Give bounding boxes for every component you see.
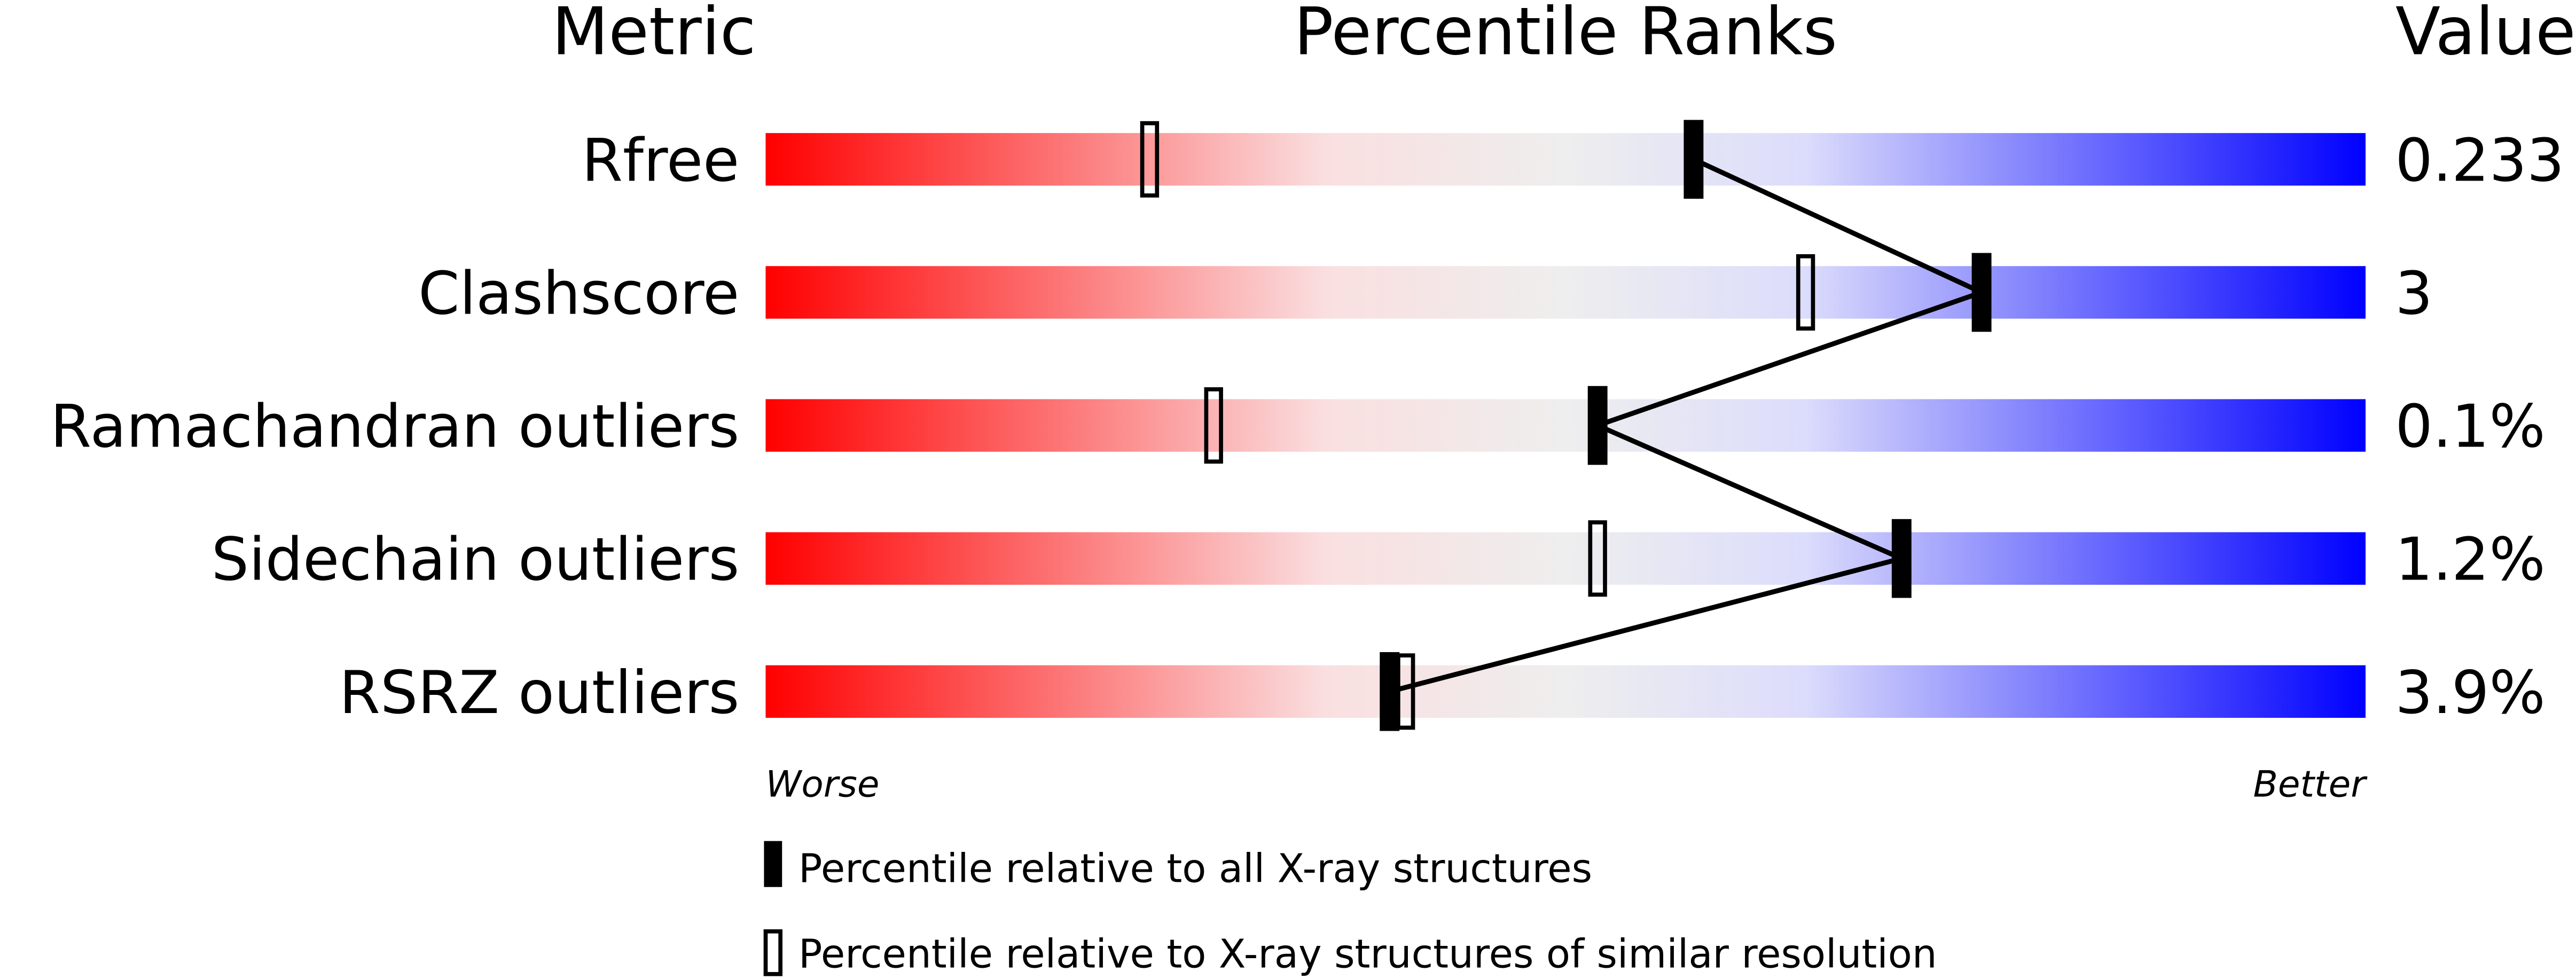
marker-similar-resolution [1140, 121, 1160, 198]
legend-open-marker [763, 929, 783, 976]
marker-all-structures [1587, 386, 1608, 465]
legend-label-all: Percentile relative to all X-ray structu… [798, 846, 1592, 892]
marker-similar-resolution [1204, 387, 1223, 464]
marker-all-structures [1684, 120, 1704, 199]
metric-label: Ramachandran outliers [50, 393, 739, 461]
metric-value: 1.2% [2395, 526, 2545, 594]
metric-label: Sidechain outliers [212, 526, 740, 594]
percentile-bar [765, 133, 2366, 186]
metric-value: 0.233 [2395, 126, 2564, 195]
marker-similar-resolution [1396, 653, 1415, 730]
chart-title: Percentile Ranks [1294, 0, 1837, 70]
worse-label: Worse [765, 763, 879, 805]
percentile-bar [765, 266, 2366, 319]
metric-label: Clashscore [418, 259, 739, 328]
metric-value: 3.9% [2395, 659, 2545, 727]
value-header: Value [2395, 0, 2576, 70]
metric-value: 3 [2395, 259, 2432, 328]
metric-label: Rfree [582, 126, 739, 195]
metric-label: RSRZ outliers [339, 659, 739, 727]
legend-filled-marker [764, 841, 782, 887]
marker-similar-resolution [1796, 254, 1815, 331]
percentile-bar [765, 532, 2366, 585]
marker-similar-resolution [1588, 520, 1607, 597]
better-label: Better [2253, 763, 2368, 805]
legend-label-similar: Percentile relative to X-ray structures … [798, 931, 1937, 977]
metric-header: Metric [552, 0, 756, 70]
percentile-bar [765, 399, 2366, 452]
percentile-bar [765, 665, 2366, 718]
marker-all-structures [1971, 253, 1992, 332]
marker-all-structures [1891, 519, 1912, 598]
metric-value: 0.1% [2395, 393, 2545, 461]
